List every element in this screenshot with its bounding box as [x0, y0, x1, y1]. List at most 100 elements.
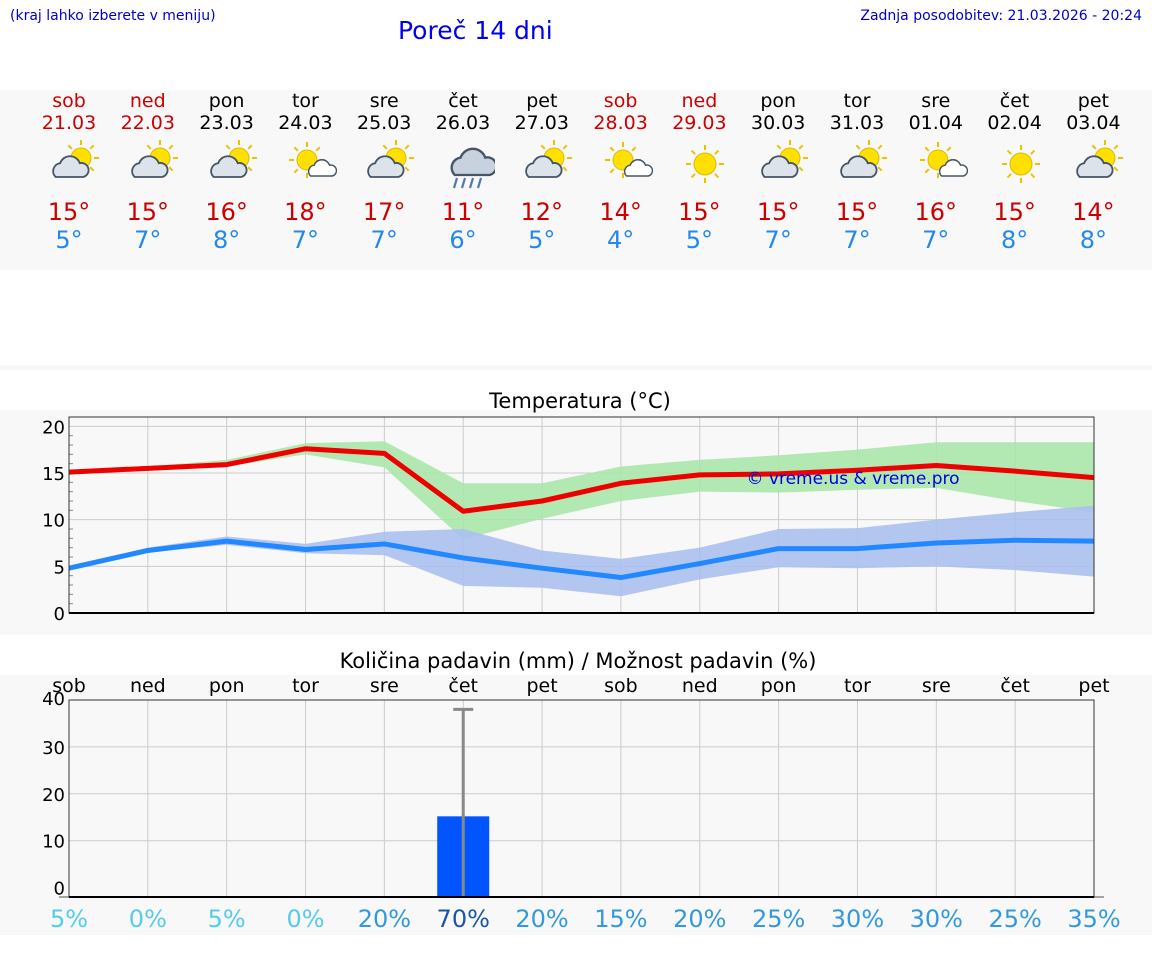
- temp-min: 8°: [1079, 226, 1108, 254]
- forecast-day: tor 24.03 18° 7°: [265, 90, 345, 270]
- forecast-day: sob 28.03 14° 4°: [581, 90, 661, 270]
- day-name: tor: [291, 90, 319, 112]
- day-name: čet: [999, 90, 1030, 112]
- temp-max: 18°: [284, 198, 327, 226]
- precipitation-probability: 25%: [988, 905, 1041, 933]
- day-date: 30.03: [750, 112, 806, 134]
- forecast-day: tor 31.03 15° 7°: [817, 90, 897, 270]
- prec-x-label: tor: [844, 675, 871, 697]
- forecast-day: pet 03.04 14° 8°: [1053, 90, 1133, 270]
- precipitation-chart-title: Količina padavin (mm) / Možnost padavin …: [340, 649, 817, 673]
- temp-max: 14°: [599, 198, 642, 226]
- temp-max-line: [68, 446, 1095, 514]
- temp-min: 8°: [212, 226, 241, 254]
- day-date: 01.04: [908, 112, 963, 134]
- temp-max: 16°: [205, 198, 248, 226]
- prec-x-label: tor: [292, 675, 319, 697]
- day-name: pon: [208, 90, 245, 112]
- partly-cloudy-icon: [131, 140, 178, 178]
- temp-max: 17°: [362, 198, 406, 226]
- temp-y-tick: 0: [54, 604, 65, 625]
- forecast-strip: sob 21.03 15° 5° ned 22.03 15° 7° pon 23.03 16° 8° t…: [0, 90, 1152, 270]
- partly-cloudy-icon: [525, 140, 572, 178]
- partly-cloudy-icon: [761, 140, 809, 178]
- temp-y-tick: 5: [54, 557, 65, 578]
- temp-min: 7°: [291, 226, 320, 254]
- last-updated: Zadnja posodobitev: 21.03.2026 - 20:24: [860, 8, 1142, 24]
- prec-y-tick: 0: [54, 879, 65, 900]
- prec-x-label: čet: [448, 675, 478, 697]
- precipitation-probability: 5%: [50, 905, 88, 933]
- forecast-day: ned 22.03 15° 7°: [108, 90, 188, 270]
- day-name: sre: [921, 90, 951, 112]
- mostly-sunny-icon: [919, 142, 968, 178]
- day-name: pet: [526, 90, 558, 112]
- prec-x-label: pon: [761, 675, 797, 697]
- day-date: 25.03: [356, 112, 412, 134]
- prec-y-tick: 30: [42, 738, 65, 759]
- location-hint: (kraj lahko izberete v meniju): [10, 8, 216, 24]
- prec-y-tick: 10: [42, 832, 65, 853]
- day-name: pon: [760, 90, 797, 112]
- temp-y-tick: 20: [42, 417, 65, 438]
- day-name: tor: [843, 90, 871, 112]
- day-date: 28.03: [593, 112, 648, 134]
- sunny-icon: [686, 145, 725, 183]
- temp-max: 16°: [914, 198, 958, 226]
- temp-max: 15°: [126, 198, 170, 226]
- precipitation-probability: 35%: [1067, 905, 1120, 933]
- precipitation-probability: 30%: [831, 905, 884, 933]
- forecast-day: pon 30.03 15° 7°: [738, 90, 818, 270]
- prec-x-label: pon: [209, 675, 245, 697]
- temp-min: 8°: [1000, 226, 1029, 254]
- rain-icon: [450, 147, 495, 189]
- precipitation-probability: 20%: [673, 905, 726, 933]
- prec-x-label: sob: [52, 675, 86, 697]
- forecast-day: čet 02.04 15° 8°: [975, 90, 1055, 270]
- precipitation-plot-area: [69, 700, 1094, 897]
- prec-x-label: pet: [1078, 675, 1109, 697]
- day-date: 31.03: [829, 112, 885, 134]
- mostly-sunny-icon: [604, 142, 653, 178]
- precipitation-chart: Količina padavin (mm) / Možnost padavin …: [42, 649, 1121, 933]
- temp-min: 6°: [449, 226, 477, 254]
- partly-cloudy-icon: [52, 140, 99, 178]
- prec-x-label: čet: [1000, 675, 1030, 697]
- day-date: 24.03: [278, 112, 333, 134]
- temp-min: 5°: [685, 226, 714, 254]
- day-date: 29.03: [672, 112, 727, 134]
- forecast-day: ned 29.03 15° 5°: [659, 90, 739, 270]
- precipitation-probability: 20%: [358, 905, 411, 933]
- prec-x-label: sob: [604, 675, 638, 697]
- day-date: 23.03: [199, 112, 254, 134]
- precipitation-probability: 15%: [594, 905, 647, 933]
- day-date: 02.04: [987, 112, 1042, 134]
- temperature-chart: Temperatura (°C) 0 5 10 15 20 © vreme.us & vr…: [42, 389, 1095, 625]
- precipitation-probability: 5%: [208, 905, 246, 933]
- precipitation-probability: 70%: [437, 905, 490, 933]
- forecast-day: pon 23.03 16° 8°: [187, 90, 267, 270]
- temp-y-tick: 15: [42, 464, 65, 485]
- page-title: Poreč 14 dni: [398, 16, 553, 45]
- temp-max: 15°: [47, 198, 91, 226]
- prec-y-tick: 20: [42, 785, 65, 806]
- partly-cloudy-icon: [209, 140, 257, 178]
- temp-min-range: [69, 505, 1094, 597]
- day-name: pet: [1077, 90, 1109, 112]
- prec-x-label: ned: [682, 675, 718, 697]
- forecast-band: [0, 90, 1152, 270]
- partly-cloudy-icon: [367, 140, 415, 178]
- sunny-icon: [1001, 145, 1040, 183]
- temp-min: 7°: [843, 226, 871, 254]
- precipitation-probability: 0%: [129, 905, 167, 933]
- precipitation-probability: 25%: [752, 905, 805, 933]
- forecast-day: sre 25.03 17° 7°: [344, 90, 424, 270]
- temp-max: 15°: [756, 198, 800, 226]
- prec-x-label: sre: [922, 675, 951, 697]
- forecast-day: pet 27.03 12° 5°: [502, 90, 582, 270]
- prec-x-label: pet: [526, 675, 557, 697]
- temp-max: 14°: [1072, 198, 1115, 226]
- day-date: 26.03: [435, 112, 491, 134]
- temp-min: 7°: [134, 226, 162, 254]
- prec-x-label: ned: [130, 675, 166, 697]
